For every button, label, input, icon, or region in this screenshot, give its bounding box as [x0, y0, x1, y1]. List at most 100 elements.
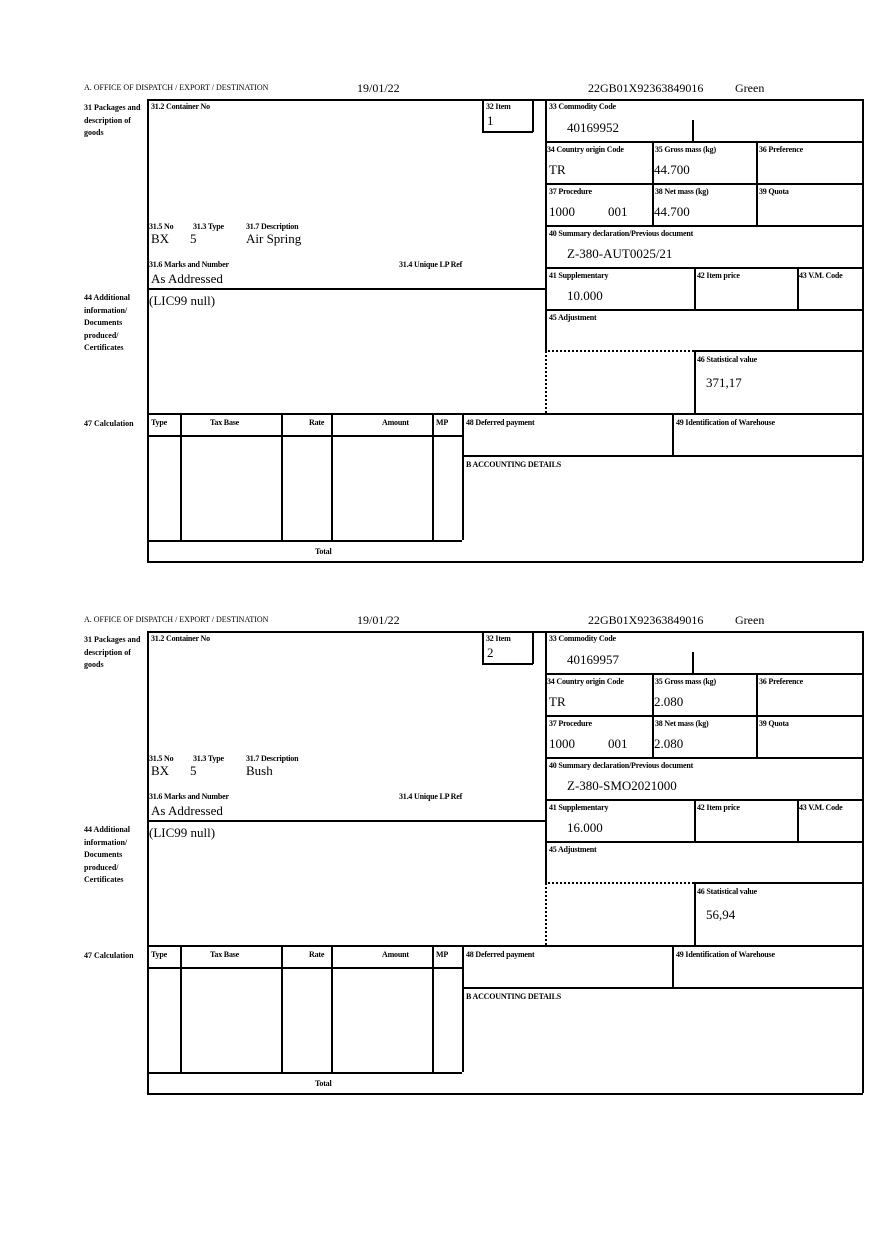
divider: [147, 99, 149, 561]
reference-number: 22GB01X92363849016: [588, 81, 704, 95]
packages-label: 31 Packages and description of goods: [84, 103, 141, 137]
procedure-sub: 001: [608, 204, 628, 219]
gross-mass: 2.080: [654, 694, 684, 709]
preference-label: 36 Preference: [759, 677, 803, 686]
divider: [694, 350, 863, 352]
divider: [692, 652, 694, 673]
container-label: 31.2 Container No: [151, 102, 210, 111]
divider: [694, 882, 696, 945]
divider: [147, 540, 462, 542]
net-label: 38 Net mass (kg): [655, 187, 709, 196]
deferred-label: 48 Deferred payment: [466, 418, 535, 427]
procedure-sub: 001: [608, 736, 628, 751]
commodity-label: 33 Commodity Code: [549, 634, 616, 643]
marks-value: As Addressed: [151, 271, 223, 286]
route-status: Green: [735, 81, 765, 95]
dotted-divider: [545, 351, 547, 413]
divider: [180, 413, 182, 540]
divider: [482, 131, 533, 133]
divider: [180, 945, 182, 1072]
divider: [545, 183, 863, 185]
item-label: 32 Item: [486, 634, 511, 643]
item-price-label: 42 Item price: [697, 271, 740, 280]
statistical-label: 46 Statistical value: [697, 887, 757, 896]
col-amount: Amount: [382, 950, 409, 959]
col-rate: Rate: [309, 418, 325, 427]
total-label: Total: [315, 547, 332, 556]
col-rate: Rate: [309, 950, 325, 959]
divider: [147, 631, 863, 633]
warehouse-label: 49 Identification of Warehouse: [676, 418, 775, 427]
unique-ref-label: 31.4 Unique LP Ref: [399, 260, 463, 269]
divider: [462, 413, 464, 540]
quota-label: 39 Quota: [759, 187, 789, 196]
no-label: 31.5 No: [149, 754, 174, 763]
summary-label: 40 Summary declaration/Previous document: [549, 761, 694, 770]
divider: [532, 631, 534, 664]
divider: [694, 350, 696, 413]
divider: [432, 413, 434, 540]
divider: [147, 435, 462, 437]
supplementary-value: 10.000: [567, 288, 603, 303]
description-label: 31.7 Description: [246, 754, 299, 763]
divider: [797, 799, 799, 841]
divider: [545, 141, 863, 143]
calculation-label: 47 Calculation: [84, 951, 134, 960]
statistical-label: 46 Statistical value: [697, 355, 757, 364]
net-label: 38 Net mass (kg): [655, 719, 709, 728]
commodity-code: 40169952: [567, 120, 619, 135]
country-value: TR: [549, 694, 566, 709]
divider: [545, 673, 863, 675]
divider: [147, 99, 863, 101]
item-number: 2: [487, 645, 494, 660]
adjustment-label: 45 Adjustment: [549, 845, 597, 854]
gross-mass: 44.700: [654, 162, 690, 177]
package-no: BX: [151, 231, 170, 246]
divider: [545, 309, 863, 311]
reference-number: 22GB01X92363849016: [588, 613, 704, 627]
warehouse-label: 49 Identification of Warehouse: [676, 950, 775, 959]
item-price-label: 42 Item price: [697, 803, 740, 812]
divider: [694, 882, 863, 884]
col-amount: Amount: [382, 418, 409, 427]
procedure-code: 1000: [549, 204, 575, 219]
marks-label: 31.6 Marks and Number: [149, 792, 229, 801]
accounting-label: B ACCOUNTING DETAILS: [466, 460, 561, 469]
divider: [462, 945, 464, 1072]
package-no: BX: [151, 763, 170, 778]
divider: [147, 288, 545, 290]
supplementary-value: 16.000: [567, 820, 603, 835]
route-status: Green: [735, 613, 765, 627]
divider: [482, 99, 484, 132]
additional-info-label: 44 Additional information/ Documents pro…: [84, 293, 131, 352]
declaration-item-1: A. OFFICE OF DISPATCH / EXPORT / DESTINA…: [0, 0, 882, 563]
divider: [532, 99, 534, 132]
statistical-value: 56,94: [706, 907, 736, 922]
office-label: A. OFFICE OF DISPATCH / EXPORT / DESTINA…: [84, 83, 269, 92]
dotted-divider: [545, 882, 694, 884]
divider: [862, 99, 864, 561]
item-label: 32 Item: [486, 102, 511, 111]
total-label: Total: [315, 1079, 332, 1088]
deferred-label: 48 Deferred payment: [466, 950, 535, 959]
item-number: 1: [487, 113, 494, 128]
dotted-divider: [545, 883, 547, 945]
divider: [545, 757, 863, 759]
dotted-divider: [545, 350, 694, 352]
supplementary-label: 41 Supplementary: [549, 803, 609, 812]
procedure-label: 37 Procedure: [549, 187, 592, 196]
unique-ref-label: 31.4 Unique LP Ref: [399, 792, 463, 801]
divider: [147, 631, 149, 1093]
divider: [281, 945, 283, 1072]
vm-code-label: 43 V.M. Code: [799, 271, 843, 280]
goods-description: Bush: [246, 763, 273, 778]
description-label: 31.7 Description: [246, 222, 299, 231]
col-type: Type: [151, 950, 167, 959]
net-mass: 44.700: [654, 204, 690, 219]
additional-info-label: 44 Additional information/ Documents pro…: [84, 825, 131, 884]
goods-description: Air Spring: [246, 231, 302, 246]
marks-label: 31.6 Marks and Number: [149, 260, 229, 269]
divider: [147, 945, 863, 947]
procedure-code: 1000: [549, 736, 575, 751]
